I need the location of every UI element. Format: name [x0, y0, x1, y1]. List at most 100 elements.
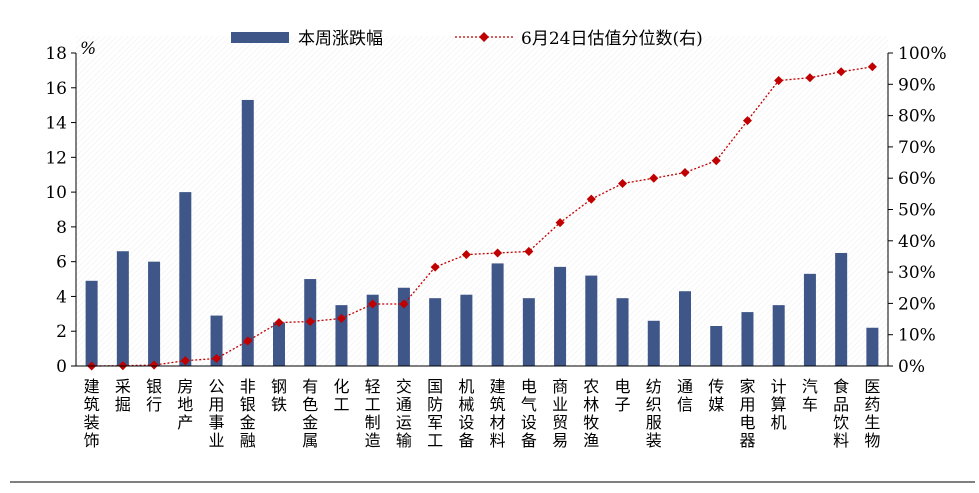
bar: [647, 320, 660, 366]
left-axis-tick-label: 14: [45, 114, 67, 134]
x-tick-label-char: 装: [84, 413, 100, 432]
x-tick-label-char: 农: [583, 377, 599, 396]
x-tick-label-char: 工: [333, 395, 349, 414]
x-tick-label-char: 掘: [115, 395, 131, 414]
bar: [554, 266, 567, 366]
bar: [148, 261, 161, 366]
x-tick-label-char: 器: [739, 431, 755, 450]
x-tick-label-char: 电: [739, 413, 755, 432]
left-axis-tick-label: 2: [56, 322, 67, 342]
x-tick-label-char: 轻: [365, 377, 381, 396]
valuation-percentile-line: [91, 66, 873, 367]
x-tick-label: 房地产: [177, 377, 193, 432]
left-axis-tick-label: 6: [56, 253, 67, 273]
left-axis-unit-label: %: [80, 39, 96, 59]
x-tick-label-char: 金: [240, 413, 256, 432]
x-tick-label-char: 信: [677, 395, 693, 414]
right-axis-tick-label: 70%: [898, 138, 936, 158]
x-tick-label-char: 国: [427, 377, 443, 396]
bar: [616, 298, 629, 366]
x-tick-label-char: 械: [458, 395, 474, 414]
left-axis-tick-label: 18: [45, 44, 67, 64]
bar: [866, 327, 879, 366]
x-tick-label-char: 商: [552, 377, 568, 396]
x-tick-label-char: 运: [396, 413, 412, 432]
right-axis-tick-label: 50%: [898, 201, 936, 221]
x-tick-label-char: 算: [771, 395, 787, 414]
x-tick-label-char: 输: [396, 431, 412, 450]
x-tick-label-char: 房: [177, 377, 193, 396]
bar: [241, 99, 254, 366]
x-tick-label-char: 工: [427, 431, 443, 450]
x-tick-label-char: 物: [864, 431, 880, 450]
x-tick-label-char: 筑: [84, 395, 100, 414]
x-tick-label: 钢铁: [271, 377, 287, 414]
line-point: [493, 248, 503, 258]
x-tick-label-char: 筑: [490, 395, 506, 414]
line-point: [555, 218, 565, 228]
line-point: [243, 336, 253, 346]
bar: [366, 294, 379, 366]
legend-label-bar: 本周涨跌幅: [298, 29, 383, 49]
bar: [741, 312, 754, 366]
left-axis-tick-label: 10: [45, 183, 67, 203]
bar: [85, 280, 98, 366]
x-tick-label-char: 钢: [271, 377, 287, 396]
x-tick-label-char: 药: [864, 395, 880, 414]
x-tick-label-char: 电: [615, 377, 631, 396]
bar: [179, 192, 192, 366]
x-tick-label-char: 子: [615, 395, 631, 414]
x-tick-label-char: 装: [646, 431, 662, 450]
x-tick-label-char: 通: [396, 395, 412, 414]
x-tick-label-char: 传: [708, 377, 724, 396]
x-tick-label-char: 建: [490, 377, 506, 396]
bar: [585, 275, 598, 366]
x-tick-label-char: 建: [84, 377, 100, 396]
bar: [772, 305, 785, 366]
x-tick-label: 电子: [615, 377, 631, 414]
x-tick-label-char: 事: [209, 413, 225, 432]
x-tick-label-char: 地: [177, 395, 193, 414]
x-tick-label-char: 非: [240, 377, 256, 396]
x-axis: 建筑装饰采掘银行房地产公用事业非银金融钢铁有色金属化工轻工制造交通运输国防军工机…: [76, 365, 888, 450]
x-tick-label-char: 属: [302, 431, 318, 450]
left-axis-tick-label: 8: [56, 218, 67, 238]
right-axis-tick-label: 80%: [898, 107, 936, 127]
x-tick-label-char: 业: [209, 431, 225, 450]
x-tick-label-char: 林: [583, 395, 599, 414]
bar: [460, 294, 473, 366]
x-tick-label-char: 纺: [646, 377, 662, 396]
right-axis: 0% 10% 20% 30% 40% 50% 60% 70% 80% 90% 100%: [887, 44, 947, 377]
bar: [397, 287, 410, 366]
bar: [522, 298, 535, 366]
x-tick-label-char: 银: [240, 395, 256, 414]
right-axis-tick-label: 30%: [898, 263, 936, 283]
x-tick-label-char: 媒: [708, 395, 724, 414]
bar: [491, 263, 504, 366]
x-tick-label-char: 公: [209, 377, 225, 396]
bar: [335, 305, 348, 366]
bar: [116, 251, 129, 366]
x-tick-label-char: 军: [427, 413, 443, 432]
right-axis-tick-label: 20%: [898, 294, 936, 314]
x-tick-label-char: 制: [365, 413, 381, 432]
right-axis-tick-label: 100%: [898, 44, 947, 64]
x-tick-label-char: 备: [521, 431, 537, 450]
x-tick-label-char: 业: [552, 395, 568, 414]
legend-bar-swatch: [231, 32, 289, 43]
plot-background: [76, 36, 888, 366]
x-tick-label-char: 材: [490, 413, 506, 432]
x-tick-label-char: 服: [646, 413, 662, 432]
left-axis-tick-label: 4: [56, 287, 67, 307]
x-tick-label-char: 渔: [583, 431, 599, 450]
legend: 本周涨跌幅 6月24日估值分位数(右): [231, 29, 703, 49]
